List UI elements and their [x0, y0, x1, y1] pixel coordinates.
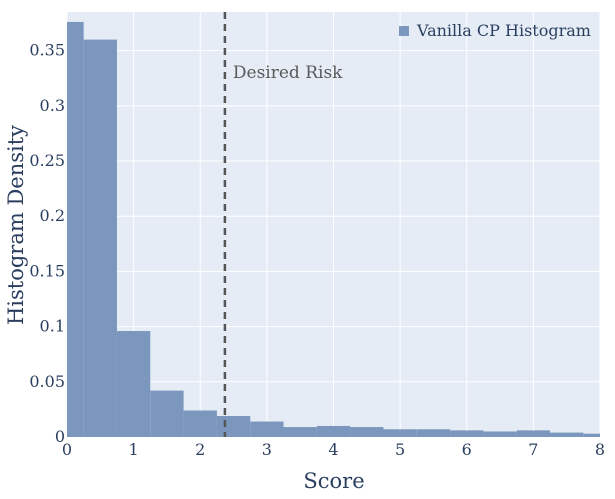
- x-tick-label: 7: [528, 440, 538, 459]
- y-tick-label: 0.2: [40, 206, 65, 225]
- histogram-bar: [516, 430, 551, 437]
- histogram-bars: [67, 21, 600, 438]
- histogram-bar: [416, 429, 451, 437]
- y-tick-label: 0.3: [40, 96, 65, 115]
- x-tick-label: 1: [129, 440, 139, 459]
- legend-swatch: [399, 26, 409, 36]
- x-axis-title: Score: [303, 469, 364, 493]
- histogram-bar: [550, 432, 584, 437]
- y-tick-label: 0.25: [29, 151, 65, 170]
- histogram-bar: [150, 390, 184, 437]
- x-tick-label: 4: [328, 440, 338, 459]
- histogram-bar: [483, 431, 517, 437]
- histogram-bar: [583, 433, 600, 437]
- histogram-bar: [316, 425, 351, 437]
- y-axis-title: Histogram Density: [4, 125, 28, 325]
- desired-risk-annotation: Desired Risk: [223, 12, 343, 437]
- histogram-bar: [216, 416, 251, 437]
- y-tick-label: 0: [55, 427, 65, 446]
- x-tick-label: 0: [62, 440, 72, 459]
- x-tick-label: 8: [595, 440, 605, 459]
- histogram-bar: [450, 430, 484, 437]
- legend[interactable]: Vanilla CP Histogram: [399, 21, 591, 40]
- x-tick-label: 6: [462, 440, 472, 459]
- y-tick-label: 0.05: [29, 372, 65, 391]
- x-tick-label: 5: [395, 440, 405, 459]
- histogram-bar: [67, 21, 84, 438]
- y-axis-ticks: 0 0.05 0.1 0.15 0.2 0.25 0.3 0.35: [29, 41, 65, 446]
- y-tick-label: 0.1: [40, 317, 65, 336]
- histogram-bar: [250, 421, 284, 437]
- histogram-bar: [183, 410, 217, 437]
- histogram-bar: [83, 39, 117, 437]
- x-axis-ticks: 0 1 2 3 4 5 6 7 8: [62, 440, 605, 459]
- legend-label: Vanilla CP Histogram: [416, 21, 591, 40]
- desired-risk-label: Desired Risk: [233, 63, 343, 83]
- histogram-bar: [350, 427, 384, 437]
- histogram-bar: [383, 429, 417, 437]
- histogram-bar: [116, 331, 151, 437]
- x-tick-label: 2: [195, 440, 205, 459]
- histogram-bar: [283, 427, 317, 437]
- y-tick-label: 0.35: [29, 41, 65, 60]
- y-tick-label: 0.15: [29, 261, 65, 280]
- x-tick-label: 3: [262, 440, 272, 459]
